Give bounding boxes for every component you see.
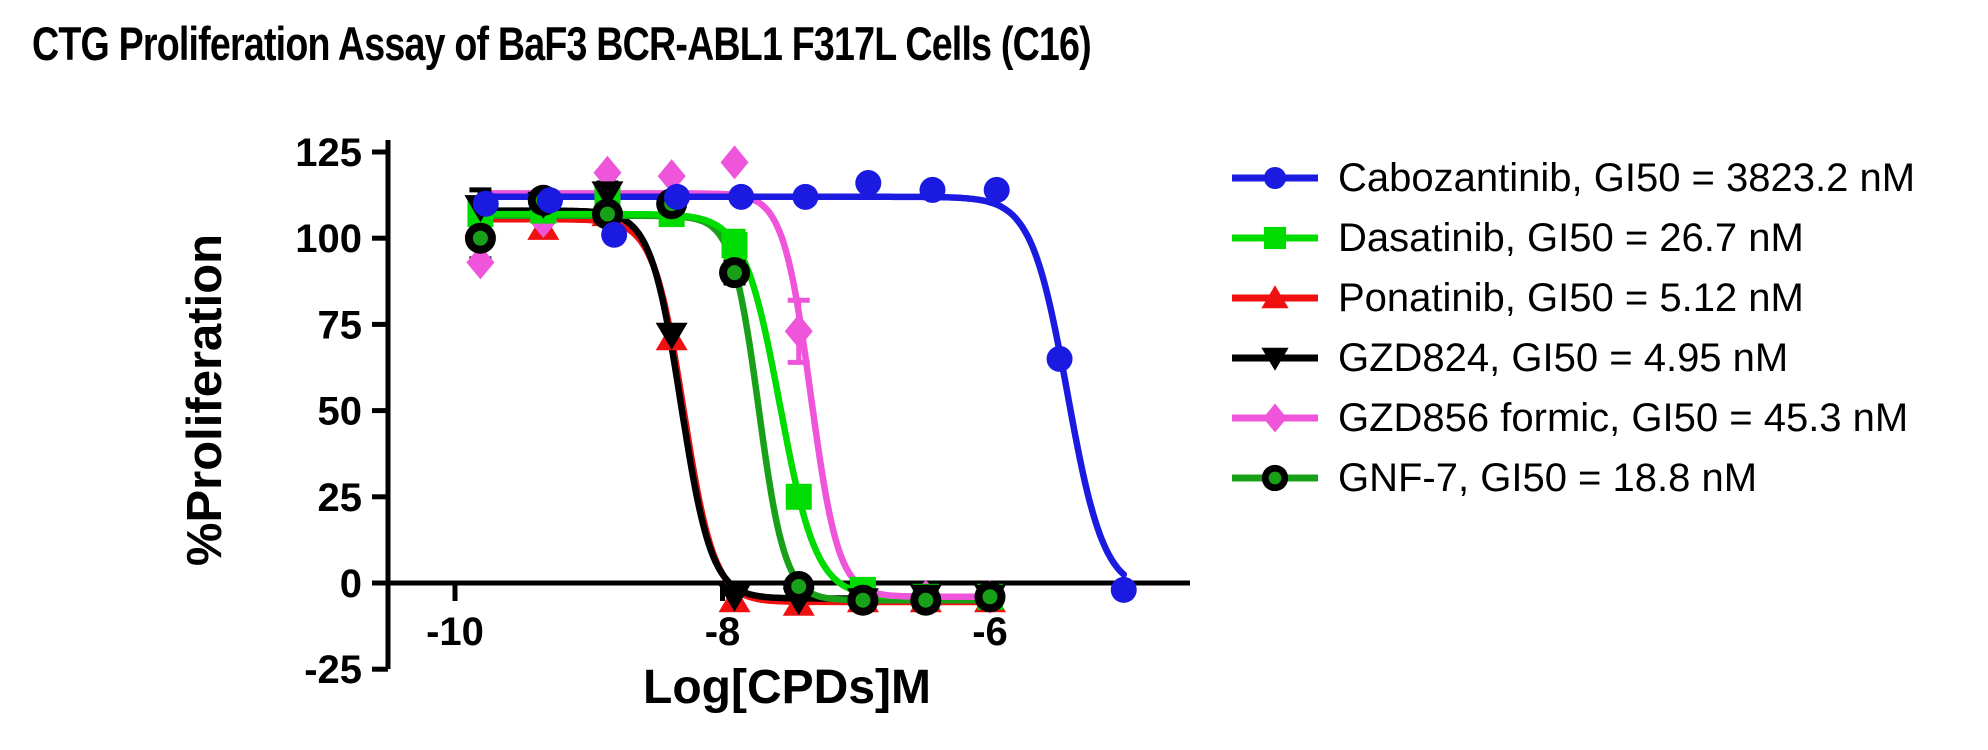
legend-item-cabozantinib: Cabozantinib, GI50 = 3823.2 nM bbox=[1230, 148, 1915, 208]
legend-item-gnf7: GNF-7, GI50 = 18.8 nM bbox=[1230, 448, 1915, 508]
dasatinib-legend-marker bbox=[1232, 226, 1318, 250]
chart-title: CTG Proliferation Assay of BaF3 BCR-ABL1… bbox=[32, 17, 1092, 70]
x-tick-label: -8 bbox=[705, 610, 741, 654]
x-axis-title: Log[CPDs]M bbox=[643, 661, 931, 714]
legend-label-ponatinib: Ponatinib, GI50 = 5.12 nM bbox=[1338, 275, 1804, 320]
y-tick-label: 100 bbox=[295, 217, 362, 261]
legend-item-ponatinib: Ponatinib, GI50 = 5.12 nM bbox=[1230, 268, 1915, 328]
cabozantinib-points bbox=[472, 170, 1137, 603]
y-tick-label: 125 bbox=[295, 131, 362, 175]
gzd856-legend-marker bbox=[1232, 403, 1318, 433]
ponatinib-legend-marker bbox=[1232, 285, 1318, 309]
y-tick-label: 25 bbox=[318, 476, 363, 520]
legend-label-dasatinib: Dasatinib, GI50 = 26.7 nM bbox=[1338, 215, 1804, 260]
x-tick-label: -10 bbox=[426, 610, 484, 654]
y-tick-label: 50 bbox=[318, 390, 363, 434]
legend-item-gzd856: GZD856 formic, GI50 = 45.3 nM bbox=[1230, 388, 1915, 448]
dasatinib-points bbox=[467, 183, 1003, 610]
x-tick-label: -6 bbox=[972, 610, 1008, 654]
legend-label-gzd856: GZD856 formic, GI50 = 45.3 nM bbox=[1338, 395, 1909, 440]
gzd824-legend-marker bbox=[1232, 347, 1318, 371]
y-axis-title: %Proliferation bbox=[178, 233, 232, 567]
legend-label-gzd824: GZD824, GI50 = 4.95 nM bbox=[1338, 335, 1789, 380]
y-tick-label: -25 bbox=[304, 648, 362, 692]
gnf7-legend-marker bbox=[1232, 464, 1318, 492]
legend-item-gzd824: GZD824, GI50 = 4.95 nM bbox=[1230, 328, 1915, 388]
cabozantinib-legend-marker bbox=[1232, 166, 1318, 190]
legend-label-cabozantinib: Cabozantinib, GI50 = 3823.2 nM bbox=[1338, 155, 1916, 200]
y-tick-label: 0 bbox=[340, 562, 362, 606]
legend-item-dasatinib: Dasatinib, GI50 = 26.7 nM bbox=[1230, 208, 1915, 268]
y-tick-label: 75 bbox=[318, 303, 363, 347]
legend: Cabozantinib, GI50 = 3823.2 nM Dasatinib,… bbox=[1230, 148, 1915, 508]
legend-label-gnf7: GNF-7, GI50 = 18.8 nM bbox=[1338, 455, 1758, 500]
